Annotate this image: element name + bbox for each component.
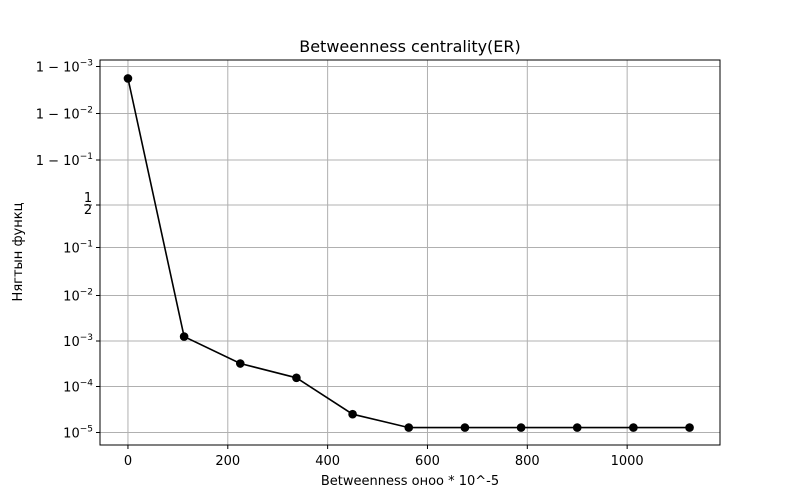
- y-tick-label-exponent: −5: [80, 425, 93, 435]
- y-tick-label-base: 10: [63, 335, 80, 350]
- y-tick-label-exponent: −1: [80, 240, 93, 250]
- y-tick-label-exponent: −1: [80, 152, 93, 162]
- y-tick-label: 10−5: [63, 425, 93, 442]
- data-point: [460, 423, 470, 432]
- y-tick-fraction-denominator: 2: [84, 203, 92, 218]
- y-tick-label-exponent: −3: [80, 59, 93, 69]
- y-axis-label: Нягтын функц: [11, 202, 26, 301]
- y-tick-label-exponent: −4: [80, 379, 94, 389]
- x-tick-label: 800: [515, 454, 540, 469]
- y-tick-label-base: 10: [63, 242, 80, 257]
- y-tick-label: 10−3: [63, 333, 93, 350]
- y-tick-label-base: 10: [63, 381, 80, 396]
- data-point: [348, 409, 357, 419]
- x-axis-label: Betweenness оноо * 10^-5: [321, 474, 499, 489]
- data-point: [516, 423, 526, 432]
- grid-layer: [100, 60, 720, 445]
- y-tick-label-base: 1 − 10: [36, 108, 80, 123]
- data-point: [292, 373, 301, 383]
- x-tick-label: 400: [315, 454, 340, 469]
- y-tick-label-exponent: −2: [80, 288, 93, 298]
- plot-frame: [99, 59, 721, 446]
- x-tick-label: 200: [215, 454, 240, 469]
- data-point: [235, 359, 245, 368]
- chart-title: Betweenness centrality(ER): [299, 37, 521, 56]
- ticks-layer: 0 200 400 600 800 100010−510−410−310−210−1121…: [36, 59, 644, 470]
- data-point: [123, 74, 133, 83]
- y-tick-fraction-numerator: 1: [84, 191, 92, 206]
- y-tick-label-exponent: −2: [80, 106, 93, 116]
- y-tick-label: 1 − 10−1: [36, 152, 93, 169]
- data-point: [404, 423, 414, 432]
- data-point: [179, 332, 189, 341]
- y-tick-label-base: 1 − 10: [36, 154, 80, 169]
- y-tick-label-base: 10: [63, 290, 80, 305]
- series-layer: [123, 74, 694, 432]
- x-tick-label: 1000: [611, 454, 644, 469]
- y-tick-label: 12: [84, 191, 92, 218]
- data-point: [572, 423, 582, 432]
- y-tick-label-base: 10: [63, 427, 80, 442]
- y-tick-label: 1 − 10−2: [36, 106, 93, 123]
- y-tick-label: 10−2: [63, 288, 93, 305]
- x-tick-label: 0: [124, 454, 132, 469]
- y-tick-label-base: 1 − 10: [36, 61, 80, 76]
- data-point: [685, 423, 694, 432]
- y-tick-label: 10−4: [63, 379, 93, 396]
- y-tick-label-exponent: −3: [80, 333, 93, 343]
- y-tick-label: 10−1: [63, 240, 93, 257]
- data-point: [629, 423, 638, 432]
- x-tick-label: 600: [415, 454, 440, 469]
- y-tick-label: 1 − 10−3: [36, 59, 93, 76]
